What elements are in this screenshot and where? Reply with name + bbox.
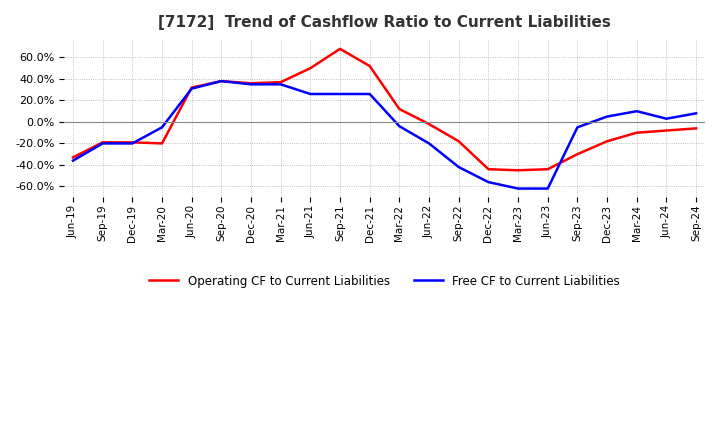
Free CF to Current Liabilities — [544, 186, 552, 191]
Title: [7172]  Trend of Cashflow Ratio to Current Liabilities: [7172] Trend of Cashflow Ratio to Curren… — [158, 15, 611, 30]
Line: Free CF to Current Liabilities: Free CF to Current Liabilities — [73, 81, 696, 189]
Operating CF to Current Liabilities — [365, 63, 374, 69]
Operating CF to Current Liabilities — [514, 168, 523, 173]
Free CF to Current Liabilities — [603, 114, 611, 119]
Operating CF to Current Liabilities — [395, 106, 404, 112]
Operating CF to Current Liabilities — [276, 80, 285, 85]
Operating CF to Current Liabilities — [128, 140, 137, 145]
Free CF to Current Liabilities — [217, 78, 225, 84]
Operating CF to Current Liabilities — [247, 81, 256, 86]
Free CF to Current Liabilities — [425, 141, 433, 146]
Operating CF to Current Liabilities — [544, 167, 552, 172]
Operating CF to Current Liabilities — [68, 155, 77, 160]
Free CF to Current Liabilities — [187, 86, 196, 91]
Operating CF to Current Liabilities — [217, 78, 225, 84]
Operating CF to Current Liabilities — [573, 151, 582, 157]
Operating CF to Current Liabilities — [454, 139, 463, 144]
Free CF to Current Liabilities — [454, 165, 463, 170]
Free CF to Current Liabilities — [247, 82, 256, 87]
Operating CF to Current Liabilities — [158, 141, 166, 146]
Free CF to Current Liabilities — [573, 125, 582, 130]
Free CF to Current Liabilities — [276, 82, 285, 87]
Operating CF to Current Liabilities — [187, 85, 196, 90]
Operating CF to Current Liabilities — [484, 167, 492, 172]
Free CF to Current Liabilities — [692, 111, 701, 116]
Free CF to Current Liabilities — [484, 180, 492, 185]
Operating CF to Current Liabilities — [336, 46, 344, 51]
Free CF to Current Liabilities — [395, 124, 404, 129]
Free CF to Current Liabilities — [514, 186, 523, 191]
Operating CF to Current Liabilities — [603, 139, 611, 144]
Operating CF to Current Liabilities — [306, 66, 315, 71]
Operating CF to Current Liabilities — [662, 128, 671, 133]
Free CF to Current Liabilities — [632, 109, 641, 114]
Free CF to Current Liabilities — [128, 141, 137, 146]
Free CF to Current Liabilities — [158, 125, 166, 130]
Operating CF to Current Liabilities — [632, 130, 641, 136]
Free CF to Current Liabilities — [68, 158, 77, 163]
Free CF to Current Liabilities — [306, 92, 315, 97]
Free CF to Current Liabilities — [662, 116, 671, 121]
Legend: Operating CF to Current Liabilities, Free CF to Current Liabilities: Operating CF to Current Liabilities, Fre… — [144, 270, 625, 292]
Free CF to Current Liabilities — [99, 141, 107, 146]
Free CF to Current Liabilities — [365, 92, 374, 97]
Operating CF to Current Liabilities — [692, 126, 701, 131]
Operating CF to Current Liabilities — [99, 140, 107, 145]
Operating CF to Current Liabilities — [425, 121, 433, 127]
Free CF to Current Liabilities — [336, 92, 344, 97]
Line: Operating CF to Current Liabilities: Operating CF to Current Liabilities — [73, 49, 696, 170]
